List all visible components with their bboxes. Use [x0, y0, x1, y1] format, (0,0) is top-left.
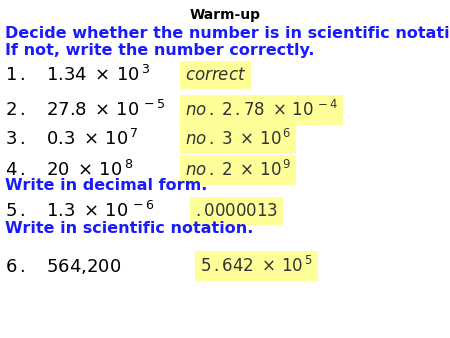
Text: $3\,.\quad 0.3\;\times\,10^{\,7}$: $3\,.\quad 0.3\;\times\,10^{\,7}$ — [5, 129, 139, 149]
Text: $2\,.\quad 27.8\;\times\,10^{\,-5}$: $2\,.\quad 27.8\;\times\,10^{\,-5}$ — [5, 100, 165, 120]
Text: Write in decimal form.: Write in decimal form. — [5, 178, 207, 193]
Text: $5\,.\quad 1.3\;\times\,10^{\,-6}$: $5\,.\quad 1.3\;\times\,10^{\,-6}$ — [5, 201, 154, 221]
Text: $4\,.\quad 20\;\times\,10^{\,8}$: $4\,.\quad 20\;\times\,10^{\,8}$ — [5, 160, 133, 180]
Text: $.0000013$: $.0000013$ — [195, 202, 278, 220]
Text: $5\,.642\;\times\,10^{\,5}$: $5\,.642\;\times\,10^{\,5}$ — [200, 256, 313, 276]
Text: $1\,.\quad 1.34\;\times\,10^{\,3}$: $1\,.\quad 1.34\;\times\,10^{\,3}$ — [5, 65, 150, 85]
Text: Warm-up: Warm-up — [189, 8, 261, 22]
Text: $\mathit{no}\,.\;2\,.78\;\times\,10^{\,-4}$: $\mathit{no}\,.\;2\,.78\;\times\,10^{\,-… — [185, 100, 338, 120]
Text: $\mathit{correct}$: $\mathit{correct}$ — [185, 66, 247, 84]
Text: Write in scientific notation.: Write in scientific notation. — [5, 221, 253, 236]
Text: $\mathit{no}\,.\;2\;\times\,10^{\,9}$: $\mathit{no}\,.\;2\;\times\,10^{\,9}$ — [185, 160, 292, 180]
Text: $6\,.\quad 564{,}200$: $6\,.\quad 564{,}200$ — [5, 257, 121, 275]
Text: $\mathit{no}\,.\;3\;\times\,10^{\,6}$: $\mathit{no}\,.\;3\;\times\,10^{\,6}$ — [185, 129, 292, 149]
Text: If not, write the number correctly.: If not, write the number correctly. — [5, 43, 315, 58]
Text: Decide whether the number is in scientific notation.: Decide whether the number is in scientif… — [5, 26, 450, 41]
